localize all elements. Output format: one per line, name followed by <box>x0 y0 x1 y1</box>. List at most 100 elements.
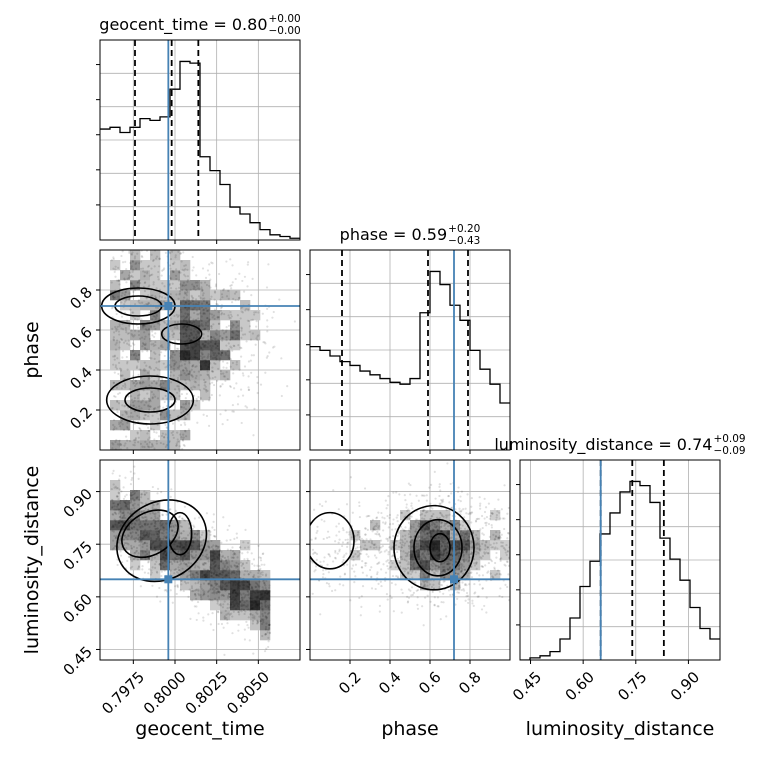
sample-point <box>160 558 163 561</box>
density-cell <box>130 330 141 341</box>
sample-point <box>383 550 386 553</box>
sample-point <box>247 386 250 389</box>
sample-point <box>342 555 345 559</box>
sample-point <box>252 558 256 561</box>
density-cell <box>190 400 201 411</box>
sample-point <box>385 560 388 563</box>
sample-point <box>464 532 467 535</box>
sample-point <box>116 505 119 508</box>
sample-point <box>222 626 225 629</box>
sample-point <box>113 270 116 273</box>
sample-point <box>193 380 196 383</box>
sample-point <box>218 603 221 607</box>
sample-point <box>247 585 250 589</box>
sample-point <box>179 543 182 546</box>
sample-point <box>374 528 377 531</box>
sample-point <box>190 585 194 588</box>
sample-point <box>322 569 325 572</box>
sample-point <box>219 560 222 563</box>
sample-point <box>187 347 190 350</box>
sample-point <box>129 344 132 348</box>
sample-point <box>384 499 387 502</box>
sample-point <box>405 503 408 506</box>
sample-point <box>410 539 413 542</box>
sample-point <box>195 356 198 359</box>
sample-point <box>112 418 116 422</box>
density-cell <box>210 340 221 351</box>
density-cell <box>350 550 361 561</box>
sample-point <box>505 543 508 547</box>
sample-point <box>176 385 179 388</box>
sample-point <box>140 382 144 385</box>
sample-point <box>416 546 419 549</box>
sample-point <box>196 331 200 334</box>
sample-point <box>135 366 138 370</box>
sample-point <box>360 537 363 540</box>
sample-point <box>185 353 188 356</box>
sample-point <box>131 260 134 264</box>
sample-point <box>229 313 233 316</box>
sample-point <box>193 352 196 355</box>
sample-point <box>124 291 127 294</box>
sample-point <box>179 355 182 358</box>
sample-point <box>179 433 182 436</box>
density-cell <box>220 310 231 321</box>
sample-point <box>261 608 264 611</box>
sample-point <box>139 510 143 514</box>
sample-point <box>185 329 188 332</box>
sample-point <box>208 598 211 601</box>
sample-point <box>229 365 232 368</box>
density-cell <box>440 520 451 531</box>
sample-point <box>426 576 429 579</box>
sample-point <box>220 622 224 626</box>
sample-point <box>430 515 433 518</box>
sample-point <box>465 543 468 546</box>
sample-point <box>147 397 151 400</box>
sample-point <box>150 547 153 550</box>
sample-point <box>113 534 116 538</box>
sample-point <box>342 528 345 532</box>
sample-point <box>427 546 430 549</box>
sample-point <box>246 581 250 584</box>
sample-point <box>161 269 164 272</box>
sample-point <box>123 277 126 280</box>
sample-point <box>147 302 151 305</box>
density-cell <box>130 550 141 561</box>
sample-point <box>235 581 238 584</box>
sample-point <box>186 574 189 577</box>
sample-point <box>245 406 249 409</box>
sample-point <box>258 590 261 594</box>
sample-point <box>184 397 187 400</box>
sample-point <box>408 547 411 550</box>
sample-point <box>410 504 413 507</box>
sample-point <box>435 553 438 556</box>
sample-point <box>141 525 144 528</box>
sample-point <box>110 259 113 262</box>
sample-point <box>201 352 204 355</box>
sample-point <box>374 543 377 546</box>
sample-point <box>121 374 124 377</box>
sample-point <box>178 545 181 548</box>
sample-point <box>231 361 234 365</box>
sample-point <box>163 535 166 538</box>
sample-point <box>204 388 207 391</box>
density-cell <box>110 420 121 431</box>
sample-point <box>243 638 247 641</box>
sample-point <box>196 421 199 424</box>
sample-point <box>145 297 148 300</box>
sample-point <box>491 575 494 578</box>
sample-point <box>174 568 177 571</box>
density-cell <box>140 330 151 341</box>
sample-point <box>220 611 223 614</box>
sample-point <box>252 652 255 655</box>
sample-point <box>268 584 271 587</box>
sample-point <box>224 331 227 334</box>
sample-point <box>406 601 409 604</box>
sample-point <box>192 541 195 544</box>
sample-point <box>443 545 446 548</box>
sample-point <box>494 534 498 538</box>
sample-point <box>228 524 231 527</box>
sample-point <box>190 333 193 336</box>
sample-point <box>498 558 502 561</box>
density-cell <box>210 570 221 581</box>
